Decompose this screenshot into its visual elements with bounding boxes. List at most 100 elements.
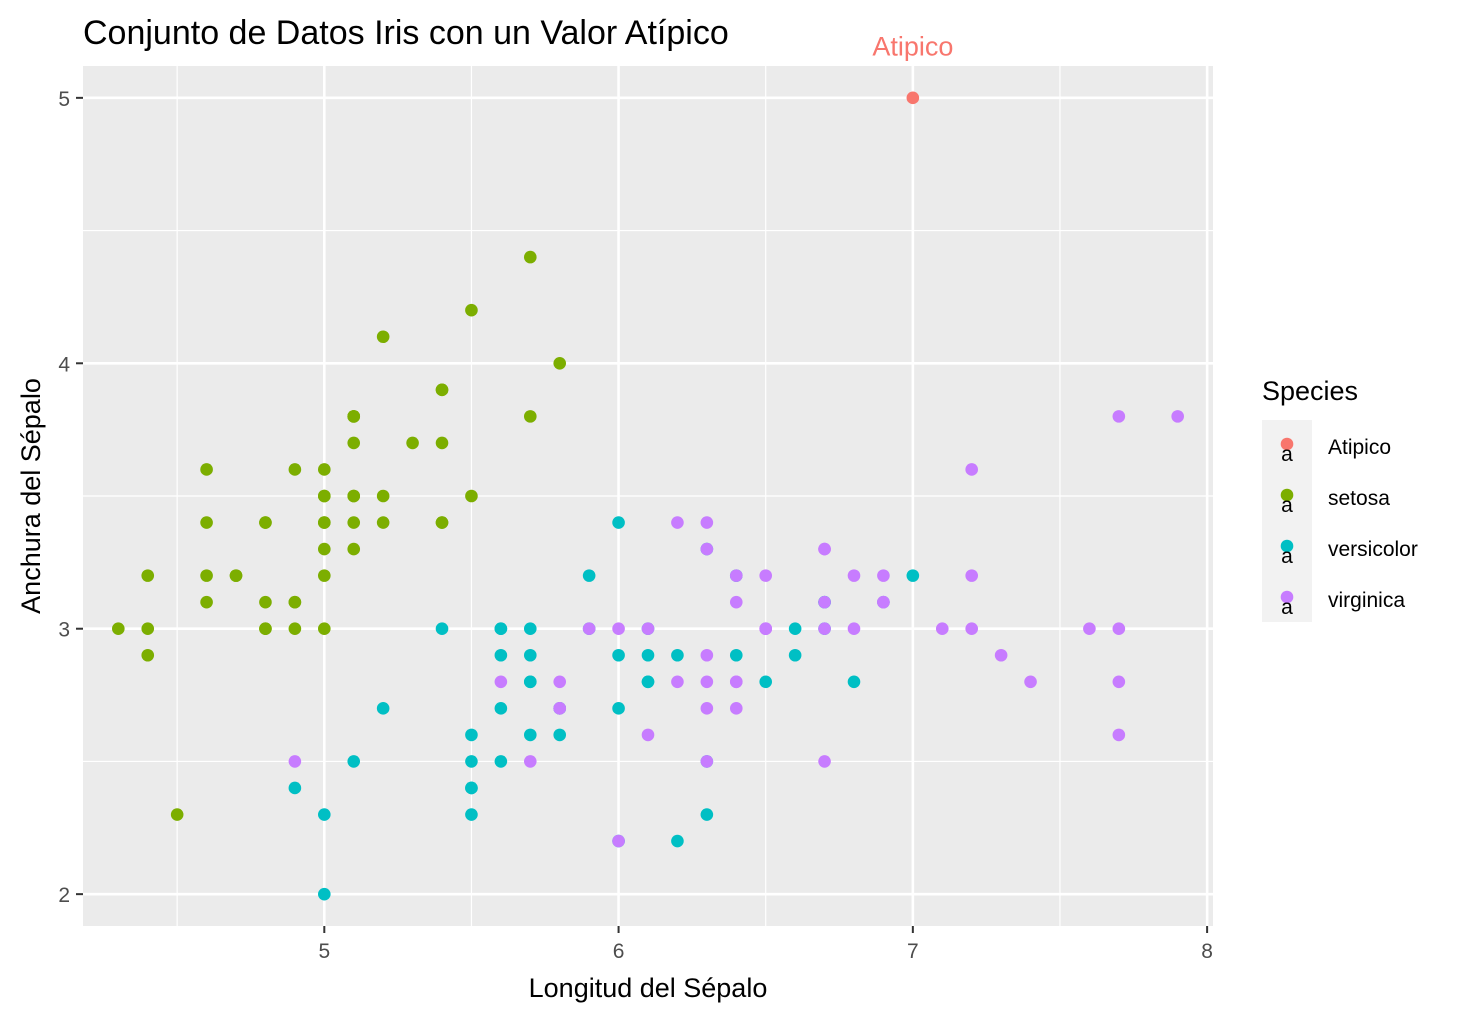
data-point-versicolor bbox=[318, 808, 331, 821]
data-point-versicolor bbox=[465, 755, 478, 768]
data-point-setosa bbox=[347, 516, 361, 529]
data-point-setosa bbox=[523, 410, 537, 423]
data-point-virginica bbox=[759, 569, 773, 582]
data-point-versicolor bbox=[347, 755, 361, 768]
x-tick-label: 8 bbox=[1201, 940, 1213, 963]
data-point-setosa bbox=[435, 516, 449, 529]
data-point-virginica bbox=[729, 702, 743, 715]
data-point-versicolor bbox=[523, 648, 537, 662]
data-point-versicolor bbox=[759, 675, 773, 689]
data-point-versicolor bbox=[465, 781, 478, 795]
data-points bbox=[112, 91, 1184, 901]
data-point-versicolor bbox=[612, 702, 625, 715]
legend-key-glyph: a bbox=[1281, 443, 1293, 466]
data-point-virginica bbox=[759, 622, 773, 636]
legend-label-versicolor: versicolor bbox=[1328, 538, 1418, 561]
data-point-setosa bbox=[141, 648, 155, 662]
data-point-virginica bbox=[935, 622, 949, 636]
data-point-setosa bbox=[259, 595, 272, 609]
data-point-virginica bbox=[553, 702, 567, 715]
data-point-versicolor bbox=[641, 675, 655, 689]
x-tick-label: 5 bbox=[318, 940, 330, 963]
legend-label-setosa: setosa bbox=[1328, 487, 1390, 510]
data-point-setosa bbox=[200, 463, 213, 476]
x-tick-label: 7 bbox=[907, 940, 919, 963]
data-point-versicolor bbox=[671, 648, 684, 662]
data-point-setosa bbox=[259, 516, 272, 529]
data-point-versicolor bbox=[700, 808, 714, 821]
data-point-versicolor bbox=[906, 569, 920, 582]
data-point-virginica bbox=[1112, 622, 1126, 636]
data-point-setosa bbox=[376, 330, 390, 344]
data-point-versicolor bbox=[494, 755, 508, 768]
data-point-setosa bbox=[318, 569, 331, 582]
data-point-versicolor bbox=[465, 808, 478, 821]
legend-key-background bbox=[1262, 420, 1312, 622]
data-point-versicolor bbox=[553, 728, 567, 742]
data-point-setosa bbox=[112, 622, 125, 636]
data-point-virginica bbox=[1112, 675, 1126, 689]
data-point-virginica bbox=[700, 755, 714, 768]
data-point-virginica bbox=[288, 755, 302, 768]
data-point-versicolor bbox=[612, 648, 625, 662]
y-axis-title: Anchura del Sépalo bbox=[16, 378, 46, 614]
data-point-setosa bbox=[141, 622, 155, 636]
data-point-setosa bbox=[288, 463, 302, 476]
data-point-virginica bbox=[1024, 675, 1037, 689]
data-point-virginica bbox=[818, 595, 831, 609]
data-point-setosa bbox=[318, 622, 331, 636]
data-point-setosa bbox=[523, 250, 537, 264]
data-point-atipico bbox=[906, 91, 920, 105]
legend-key-glyph: a bbox=[1281, 494, 1293, 517]
data-point-versicolor bbox=[612, 516, 625, 529]
major-gridlines bbox=[83, 66, 1213, 926]
data-point-setosa bbox=[259, 622, 272, 636]
data-point-setosa bbox=[318, 463, 331, 476]
data-point-setosa bbox=[435, 383, 449, 397]
data-point-virginica bbox=[671, 516, 684, 529]
data-point-virginica bbox=[729, 569, 743, 582]
legend-key-versicolor bbox=[1280, 539, 1294, 553]
data-point-versicolor bbox=[494, 702, 508, 715]
data-point-setosa bbox=[200, 569, 213, 582]
data-point-virginica bbox=[700, 675, 714, 689]
data-point-virginica bbox=[994, 648, 1008, 662]
data-point-virginica bbox=[1171, 410, 1184, 423]
data-point-virginica bbox=[965, 622, 978, 636]
data-point-virginica bbox=[1112, 410, 1126, 423]
data-point-virginica bbox=[612, 834, 625, 848]
data-point-virginica bbox=[494, 675, 508, 689]
legend-key-setosa bbox=[1280, 488, 1294, 502]
data-point-setosa bbox=[465, 303, 478, 317]
data-point-setosa bbox=[288, 595, 302, 609]
data-point-virginica bbox=[965, 569, 978, 582]
data-point-virginica bbox=[641, 728, 655, 742]
data-point-virginica bbox=[847, 622, 861, 636]
annotations: Atipico bbox=[872, 31, 953, 61]
data-point-setosa bbox=[376, 516, 390, 529]
data-point-versicolor bbox=[847, 675, 861, 689]
data-point-virginica bbox=[523, 755, 537, 768]
data-point-versicolor bbox=[788, 622, 802, 636]
data-point-virginica bbox=[553, 675, 567, 689]
data-point-virginica bbox=[612, 622, 625, 636]
data-point-setosa bbox=[318, 542, 331, 556]
data-point-versicolor bbox=[435, 622, 449, 636]
data-point-setosa bbox=[347, 410, 361, 423]
data-point-virginica bbox=[877, 595, 890, 609]
data-point-setosa bbox=[200, 595, 213, 609]
data-point-virginica bbox=[700, 702, 714, 715]
data-point-versicolor bbox=[729, 648, 743, 662]
data-point-setosa bbox=[229, 569, 243, 582]
data-point-versicolor bbox=[523, 675, 537, 689]
data-point-virginica bbox=[582, 622, 596, 636]
data-point-virginica bbox=[700, 516, 714, 529]
y-tick-label: 3 bbox=[58, 619, 70, 642]
data-point-virginica bbox=[729, 595, 743, 609]
data-point-setosa bbox=[200, 516, 213, 529]
data-point-setosa bbox=[376, 489, 390, 503]
data-point-setosa bbox=[347, 489, 361, 503]
legend-label-atipico: Atipico bbox=[1328, 436, 1391, 459]
data-point-versicolor bbox=[523, 728, 537, 742]
